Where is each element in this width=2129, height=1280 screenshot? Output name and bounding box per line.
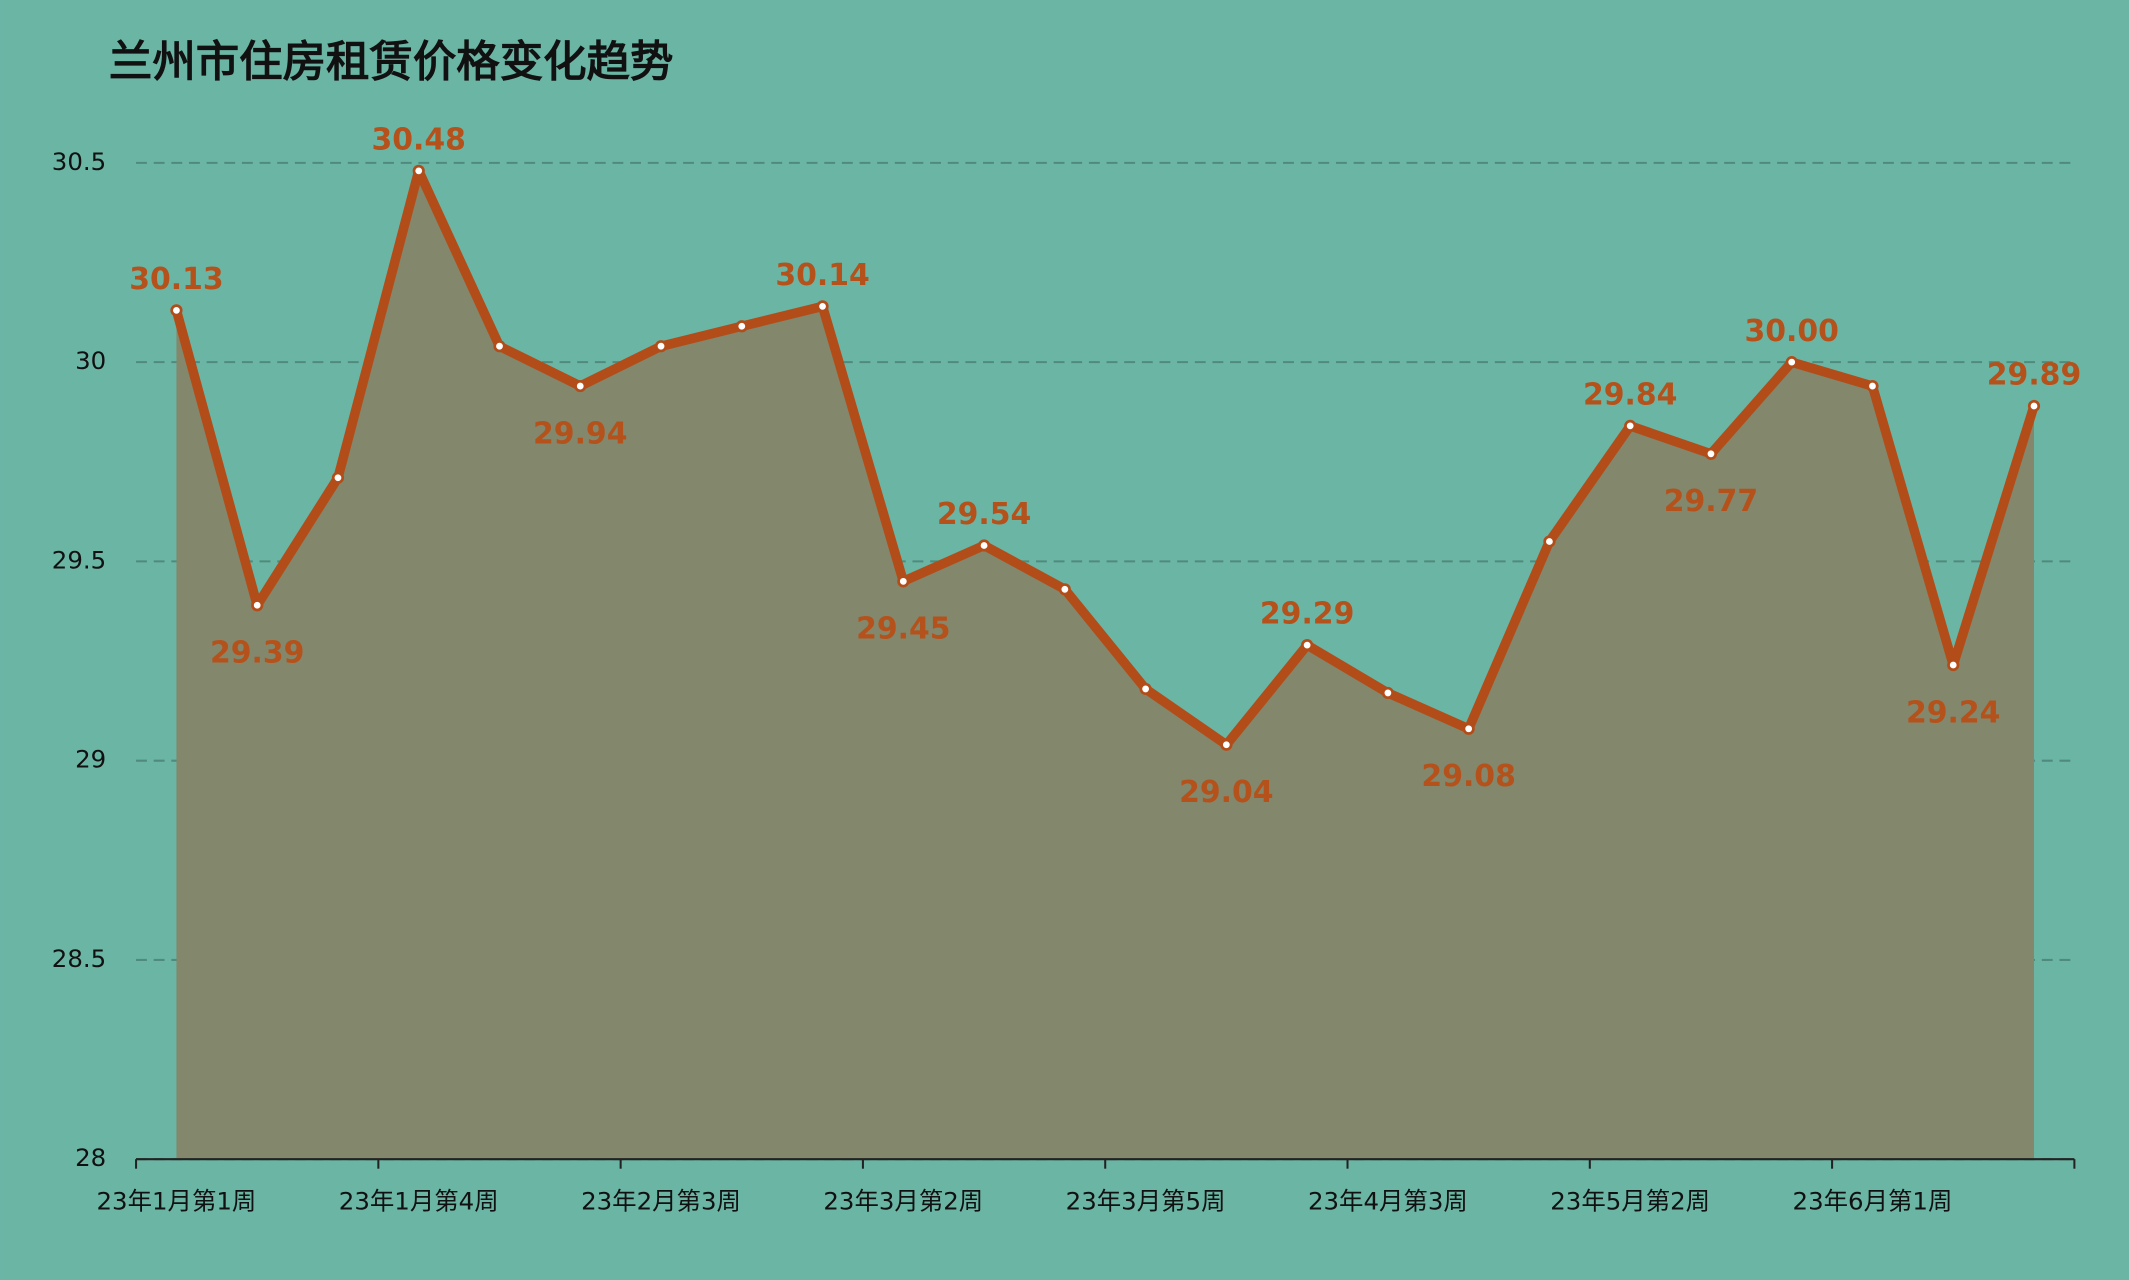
point	[654, 340, 668, 353]
value-label: 29.45	[856, 612, 950, 647]
area	[176, 170, 2035, 1160]
x-tick-label: 23年1月第4周	[339, 1187, 499, 1216]
point	[2027, 399, 2041, 413]
x-tick-label: 23年3月第2周	[823, 1187, 983, 1216]
x-tick-label: 23年6月第1周	[1793, 1187, 1953, 1216]
point	[735, 320, 748, 333]
x-tick-label: 23年5月第2周	[1550, 1187, 1710, 1216]
value-label: 29.77	[1664, 484, 1758, 519]
chart-title: 兰州市住房租赁价格变化趋势	[109, 38, 674, 88]
value-label: 30.48	[372, 122, 466, 157]
value-label: 30.14	[775, 258, 869, 293]
point	[1785, 356, 1798, 369]
value-label: 29.94	[533, 416, 627, 451]
value-label: 29.29	[1260, 597, 1354, 632]
value-label: 30.00	[1744, 314, 1838, 349]
value-label: 29.84	[1583, 378, 1677, 413]
point	[1866, 379, 1879, 393]
point	[1301, 638, 1314, 652]
x-tick-label: 23年1月第1周	[97, 1187, 257, 1216]
point	[574, 379, 587, 393]
point	[1624, 419, 1637, 433]
y-tick-label: 29.5	[52, 545, 106, 574]
point	[1543, 535, 1556, 548]
value-label: 29.39	[210, 636, 304, 671]
y-tick-label: 29	[75, 745, 106, 774]
x-tick-label: 23年3月第5周	[1066, 1187, 1226, 1216]
value-label: 30.13	[129, 262, 223, 297]
y-tick-label: 30.5	[52, 147, 106, 176]
point	[170, 304, 183, 317]
point	[251, 599, 264, 612]
x-tick-label: 23年2月第3周	[581, 1187, 741, 1216]
x-tick-label: 23年4月第3周	[1308, 1187, 1468, 1216]
point	[977, 539, 991, 552]
point	[1381, 686, 1395, 700]
line	[171, 166, 2039, 750]
value-label: 29.24	[1906, 695, 2000, 730]
point	[412, 164, 425, 177]
point	[1462, 722, 1475, 735]
y-tick-label: 28.5	[52, 944, 106, 973]
value-label: 29.08	[1421, 759, 1515, 794]
value-label: 29.89	[1987, 358, 2081, 393]
point	[1139, 682, 1152, 696]
y-tick-label: 28	[75, 1143, 106, 1172]
point	[331, 471, 345, 484]
point	[816, 300, 829, 313]
point	[1947, 658, 1960, 672]
point	[1058, 583, 1071, 596]
point	[1220, 738, 1233, 751]
point	[493, 340, 506, 353]
point	[897, 575, 910, 588]
value-label: 29.54	[937, 497, 1031, 532]
y-tick-label: 30	[75, 346, 106, 375]
value-label: 29.04	[1179, 775, 1273, 810]
point	[1704, 447, 1718, 460]
